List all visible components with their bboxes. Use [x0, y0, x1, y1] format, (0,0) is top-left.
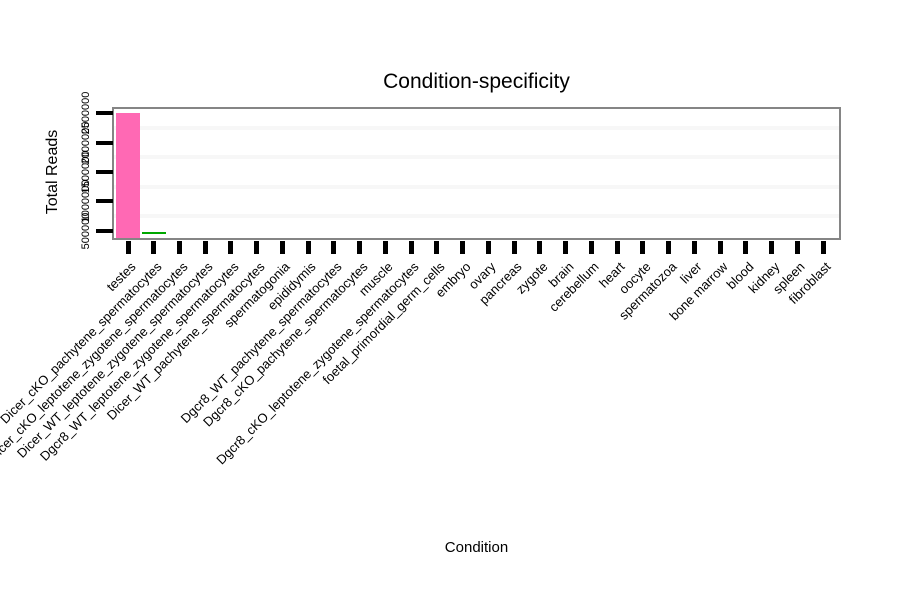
- x-axis-tick: [305, 241, 311, 254]
- bar-testes: [116, 113, 140, 238]
- minor-gridline: [114, 213, 839, 218]
- x-axis-tick: [794, 241, 800, 254]
- x-axis-tick: [228, 241, 234, 254]
- x-axis-title: Condition: [444, 539, 509, 556]
- x-axis-tick: [485, 241, 491, 254]
- x-axis-tick: [563, 241, 569, 254]
- x-axis-tick: [640, 241, 646, 254]
- x-axis-tick: [176, 241, 182, 254]
- minor-gridline: [114, 184, 839, 189]
- x-axis-tick: [408, 241, 414, 254]
- x-axis-tick: [331, 241, 337, 254]
- x-axis-tick: [382, 241, 388, 254]
- x-axis-tick: [434, 241, 440, 254]
- x-axis-tick: [743, 241, 749, 254]
- x-axis-tick: [125, 241, 131, 254]
- x-axis-tick: [460, 241, 466, 254]
- x-axis-tick: [357, 241, 363, 254]
- x-axis-tick: [254, 241, 260, 254]
- x-axis-tick: [588, 241, 594, 254]
- x-axis-tick: [691, 241, 697, 254]
- x-axis-tick: [769, 241, 775, 254]
- x-axis-tick: [537, 241, 543, 254]
- minor-gridline: [114, 155, 839, 160]
- y-axis-title: Total Reads: [44, 129, 61, 215]
- y-axis-tick: [96, 111, 113, 116]
- x-axis-tick: [279, 241, 285, 254]
- x-axis-tick: [511, 241, 517, 254]
- y-axis-tick: [96, 199, 113, 204]
- y-axis-tick: [96, 169, 113, 174]
- x-axis-tick: [151, 241, 157, 254]
- y-axis-tick: [96, 140, 113, 145]
- x-axis-tick: [614, 241, 620, 254]
- bar-Dicer_cKO_pachytene_spermatocytes: [141, 231, 166, 234]
- y-axis-tick: [96, 228, 113, 233]
- x-axis-tick: [820, 241, 826, 254]
- x-axis-tick: [666, 241, 672, 254]
- y-tick-label: 2500000: [80, 91, 92, 135]
- x-axis-tick: [717, 241, 723, 254]
- x-axis-tick: [202, 241, 208, 254]
- chart-title: Condition-specificity: [383, 70, 570, 93]
- minor-gridline: [114, 125, 839, 130]
- plot-area: [112, 107, 841, 240]
